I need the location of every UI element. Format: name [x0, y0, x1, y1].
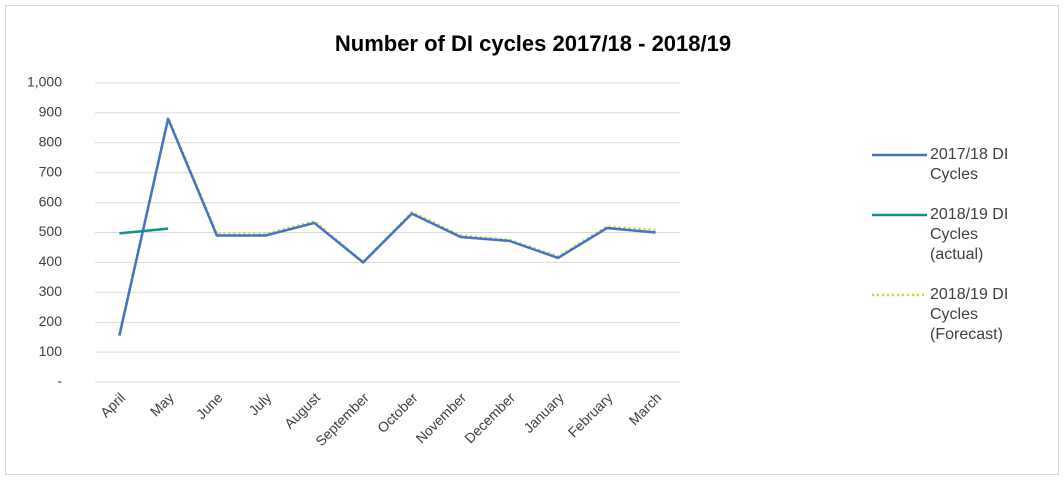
y-tick-label: 600 [39, 193, 63, 209]
y-tick-label: 800 [39, 134, 63, 150]
y-tick-label: 1,000 [27, 74, 62, 90]
y-tick-label: 100 [39, 343, 63, 359]
y-tick-label: 400 [39, 253, 63, 269]
series-line [119, 227, 169, 235]
y-tick-label: 300 [39, 283, 63, 299]
chart-border [5, 5, 1059, 475]
series-line [118, 117, 656, 336]
y-tick-label: 900 [39, 104, 63, 120]
chart-title: Number of DI cycles 2017/18 - 2018/19 [335, 31, 731, 56]
y-tick-label: - [57, 373, 62, 389]
y-tick-label: 700 [39, 163, 63, 179]
y-tick-label: 500 [39, 223, 63, 239]
legend-label: 2018/19 DI Cycles (actual) [930, 206, 1009, 263]
legend-label: 2018/19 DI Cycles (Forecast) [930, 286, 1009, 343]
legend-label: 2017/18 DI Cycles [930, 146, 1009, 183]
y-tick-label: 200 [39, 313, 63, 329]
